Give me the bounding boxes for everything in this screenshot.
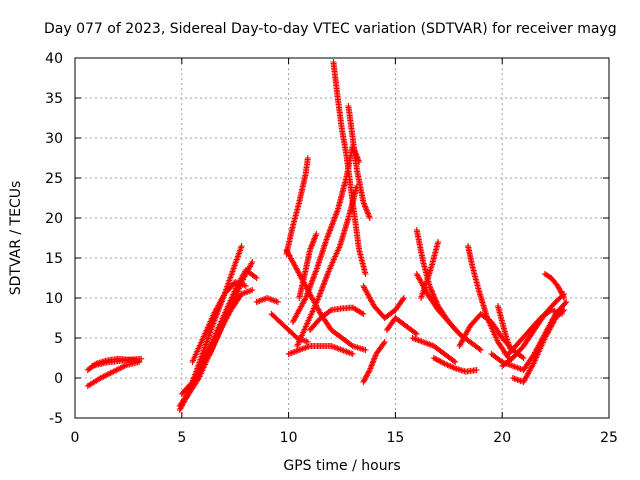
point-markers	[418, 239, 442, 301]
point-markers	[189, 279, 249, 365]
series-arc-27	[430, 355, 480, 375]
point-markers	[383, 315, 420, 337]
series-arc-30	[494, 303, 514, 353]
point-markers	[283, 155, 311, 257]
y-tick-label: 5	[54, 331, 63, 347]
x-tick-label: 20	[493, 430, 511, 446]
y-tick-label: -5	[49, 411, 63, 427]
series-arc-18	[285, 343, 356, 357]
x-tick-label: 5	[177, 430, 186, 446]
series-arc-07	[183, 287, 256, 401]
point-markers	[409, 335, 459, 365]
series-arc-11	[283, 155, 311, 257]
y-tick-label: 25	[45, 171, 63, 187]
series-arc-25	[409, 335, 459, 365]
x-tick-label: 0	[71, 430, 80, 446]
y-tick-label: 40	[45, 51, 63, 67]
series-arc-17	[345, 103, 373, 221]
series-arc-08	[189, 279, 249, 365]
point-markers	[345, 103, 373, 221]
point-markers	[360, 339, 388, 385]
point-markers	[505, 307, 565, 357]
series-arc-03	[89, 355, 145, 369]
point-markers	[430, 355, 480, 375]
series-arc-21	[360, 283, 407, 321]
point-markers	[330, 59, 369, 277]
series-arc-22	[383, 315, 420, 337]
point-markers	[89, 355, 145, 369]
series-arc-33	[505, 307, 565, 357]
series-arc-16	[330, 59, 369, 277]
y-tick-label: 15	[45, 251, 63, 267]
y-tick-label: 35	[45, 91, 63, 107]
chart-title: Day 077 of 2023, Sidereal Day-to-day VTE…	[44, 21, 617, 37]
point-markers	[494, 303, 514, 353]
point-markers	[509, 307, 568, 385]
point-markers	[541, 271, 568, 301]
point-markers	[183, 287, 256, 401]
series-arc-13	[283, 247, 369, 353]
point-markers	[283, 247, 369, 353]
x-tick-label: 15	[386, 430, 404, 446]
point-markers	[253, 295, 281, 305]
series-arc-19	[307, 304, 367, 333]
y-tick-label: 20	[45, 211, 63, 227]
series-arc-26	[418, 239, 442, 301]
y-tick-label: 10	[45, 291, 63, 307]
point-markers	[285, 343, 356, 357]
x-tick-label: 10	[280, 430, 298, 446]
series-arc-09	[253, 295, 281, 305]
series-arc-02	[84, 359, 143, 389]
y-tick-label: 30	[45, 131, 63, 147]
y-axis-label: SDTVAR / TECUs	[8, 181, 24, 296]
point-markers	[360, 283, 407, 321]
x-tick-label: 25	[600, 430, 618, 446]
x-axis-label: GPS time / hours	[283, 458, 400, 474]
data-marks	[84, 59, 570, 413]
series-arc-35	[509, 307, 568, 385]
plot-frame	[74, 57, 610, 419]
axis-ticks: 0 5 10 15 20 25 -5 0 5 10 15 20 25 30 35 40	[45, 51, 618, 446]
point-markers	[307, 304, 367, 333]
series-arc-34	[541, 271, 568, 301]
series-arc-20	[360, 339, 388, 385]
y-tick-label: 0	[54, 371, 63, 387]
point-markers	[84, 359, 143, 389]
